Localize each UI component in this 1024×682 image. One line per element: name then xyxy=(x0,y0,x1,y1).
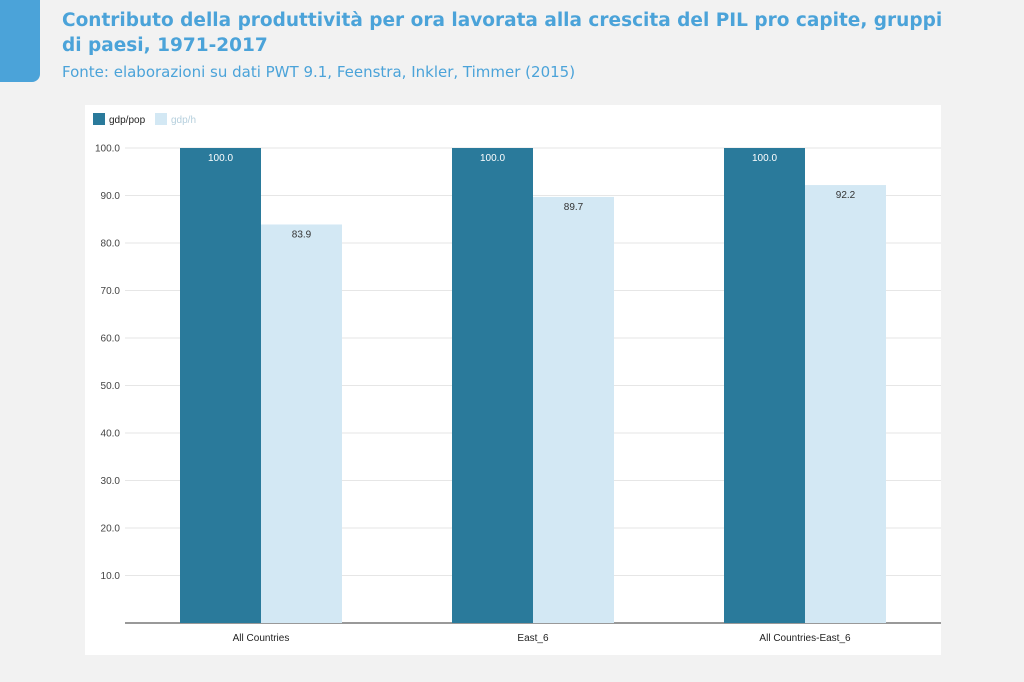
y-tick-label: 90.0 xyxy=(101,191,121,202)
data-label: 100.0 xyxy=(480,153,505,164)
legend-swatch xyxy=(155,113,167,125)
bar xyxy=(533,196,614,624)
chart-card: gdp/pop gdp/h 10.0 20.0 30.0 40.0 50.0 60.0 70.0… xyxy=(85,105,941,655)
x-category-label: All Countries-East_6 xyxy=(759,633,851,644)
y-tick-label: 70.0 xyxy=(101,286,121,297)
y-tick-label: 20.0 xyxy=(101,524,121,535)
y-tick-label: 30.0 xyxy=(101,476,121,487)
data-label: 83.9 xyxy=(292,229,312,240)
legend-label: gdp/h xyxy=(171,115,196,126)
data-label: 89.7 xyxy=(564,202,584,213)
data-label: 100.0 xyxy=(208,153,233,164)
data-label: 100.0 xyxy=(752,153,777,164)
bar xyxy=(805,185,886,624)
data-label: 92.2 xyxy=(836,190,856,201)
bar xyxy=(724,148,805,623)
bar xyxy=(180,148,261,623)
x-category-label: All Countries xyxy=(233,633,290,644)
x-category-label: East_6 xyxy=(517,633,549,644)
legend-label: gdp/pop xyxy=(109,115,146,126)
chart-source: Fonte: elaborazioni su dati PWT 9.1, Fee… xyxy=(62,63,576,81)
y-tick-label: 100.0 xyxy=(95,144,120,155)
bar-chart: gdp/pop gdp/h 10.0 20.0 30.0 40.0 50.0 60.0 70.0… xyxy=(93,113,941,644)
y-tick-label: 80.0 xyxy=(101,239,121,250)
legend-swatch xyxy=(93,113,105,125)
accent-tab xyxy=(0,0,40,82)
y-tick-label: 10.0 xyxy=(101,571,121,582)
bar xyxy=(261,224,342,623)
bar xyxy=(452,148,533,623)
y-tick-label: 60.0 xyxy=(101,334,121,345)
y-tick-label: 40.0 xyxy=(101,429,121,440)
chart-title: Contributo della produttività per ora la… xyxy=(62,10,943,56)
y-tick-label: 50.0 xyxy=(101,381,121,392)
